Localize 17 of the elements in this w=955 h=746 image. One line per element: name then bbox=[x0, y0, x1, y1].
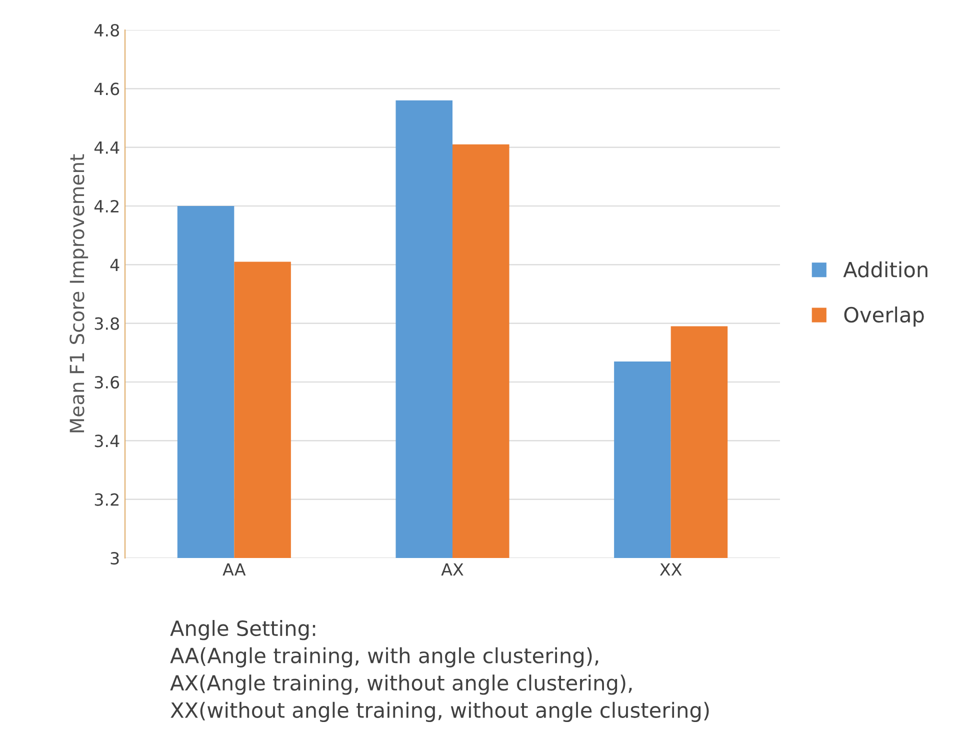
legend-label: Addition bbox=[843, 261, 928, 278]
y-tick-label: 3.4 bbox=[94, 434, 120, 448]
y-tick-label: 3.8 bbox=[94, 317, 119, 330]
y-tick-label: 3 bbox=[110, 552, 119, 565]
text: Angle Setting: AA(Angle training, with angle clustering), AX(Angle training, without angle clustering), XX(without angle training, without angle clustering) bbox=[170, 620, 709, 722]
y-tick-label: 4.4 bbox=[94, 142, 120, 154]
x-tick-label: AA bbox=[222, 563, 246, 576]
y-tick-label: 4.6 bbox=[94, 82, 120, 96]
y-axis-title: Mean F1 Score Improvement bbox=[70, 154, 88, 432]
x-tick-label: XX bbox=[660, 563, 682, 576]
x-tick-label: AX bbox=[441, 563, 464, 576]
y-tick-label: 3.6 bbox=[94, 376, 120, 389]
y-tick-label: 4.8 bbox=[94, 24, 119, 37]
y-tick-label: 4 bbox=[110, 258, 120, 271]
y-tick-label: 4.2 bbox=[94, 200, 118, 212]
legend-label: Overlap bbox=[844, 306, 924, 327]
y-tick-label: 3.2 bbox=[94, 493, 118, 506]
